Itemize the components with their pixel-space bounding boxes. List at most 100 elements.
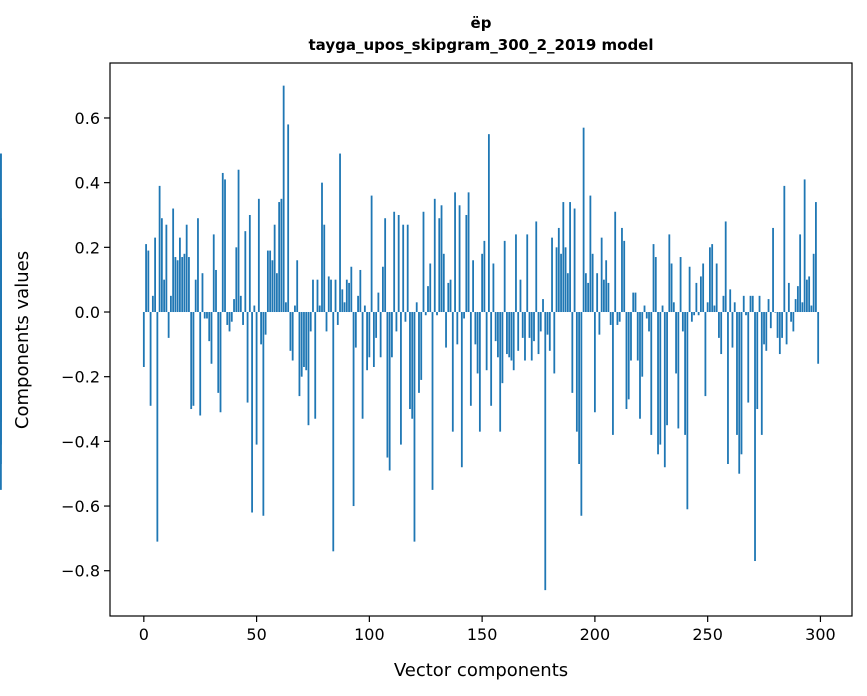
x-tick-label: 0 xyxy=(139,625,149,644)
bar-63 xyxy=(285,302,287,313)
bar-62 xyxy=(282,85,285,313)
x-tick-label: 300 xyxy=(805,625,836,644)
bar-110 xyxy=(391,312,393,358)
bar-192 xyxy=(575,312,578,432)
bar-68 xyxy=(296,260,299,313)
bar-18 xyxy=(183,253,186,313)
bar-223 xyxy=(645,312,648,319)
bar-282 xyxy=(778,312,781,355)
bar-199 xyxy=(591,253,594,313)
bar-298 xyxy=(815,202,817,313)
bar-291 xyxy=(799,234,802,313)
bar-267 xyxy=(745,312,747,316)
bar-72 xyxy=(305,312,308,371)
bar-79 xyxy=(321,182,323,313)
bar-105 xyxy=(379,312,382,358)
bar-111 xyxy=(393,211,396,313)
bar-38 xyxy=(228,312,231,332)
bar-253 xyxy=(713,305,716,313)
bar-50 xyxy=(255,312,258,445)
bar-274 xyxy=(760,312,763,435)
y-tick-label: 0.2 xyxy=(75,238,100,257)
bar-134 xyxy=(445,312,447,348)
bar-206 xyxy=(607,282,610,313)
bar-272 xyxy=(756,312,759,410)
bar-94 xyxy=(354,312,357,348)
bar-238 xyxy=(679,257,682,313)
bar-273 xyxy=(758,295,761,313)
bar-183 xyxy=(555,247,558,313)
bar-245 xyxy=(695,282,698,313)
bar-247 xyxy=(699,276,702,313)
bar-287 xyxy=(790,312,792,322)
bar-202 xyxy=(598,312,601,335)
bar-46 xyxy=(246,312,249,403)
bar-101 xyxy=(370,195,373,313)
bar-5 xyxy=(154,237,156,313)
bar-69 xyxy=(298,312,301,397)
bar-135 xyxy=(447,282,450,313)
bar-139 xyxy=(456,312,459,345)
bar-66 xyxy=(291,312,294,361)
bar-172 xyxy=(530,312,533,361)
bar-191 xyxy=(573,208,576,313)
bar-60 xyxy=(278,202,281,313)
bar-99 xyxy=(366,312,368,371)
bar-165 xyxy=(515,234,517,313)
bar-188 xyxy=(566,273,569,313)
bar-64 xyxy=(287,124,290,313)
bar-22 xyxy=(192,312,195,406)
bar-144 xyxy=(467,192,470,313)
bar-19 xyxy=(185,224,188,313)
bar-77 xyxy=(316,279,319,313)
bar-210 xyxy=(616,312,619,325)
bar-83 xyxy=(330,279,332,313)
bar-280 xyxy=(774,312,777,313)
bar-232 xyxy=(666,312,668,426)
x-axis-label: Vector components xyxy=(394,660,568,681)
bar-153 xyxy=(487,134,490,313)
bar-11 xyxy=(167,312,170,338)
bar-186 xyxy=(562,202,565,313)
bar-104 xyxy=(377,292,380,313)
bar-42 xyxy=(237,169,240,313)
bar-45 xyxy=(244,231,247,313)
bar-145 xyxy=(469,312,472,406)
bar-294 xyxy=(805,279,808,313)
bar-107 xyxy=(384,218,387,313)
bar-120 xyxy=(413,312,416,542)
bar-241 xyxy=(686,312,689,510)
bar-266 xyxy=(742,295,745,313)
bar-89 xyxy=(343,302,346,313)
bar-series xyxy=(0,85,820,591)
bar-146 xyxy=(472,260,474,313)
bar-190 xyxy=(571,312,574,393)
bar-296 xyxy=(810,305,813,313)
bar-260 xyxy=(729,289,732,313)
bar-217 xyxy=(632,292,635,313)
bar-74 xyxy=(309,312,312,332)
bar-290 xyxy=(796,286,799,313)
bar-85 xyxy=(334,279,337,313)
bar-212 xyxy=(621,227,623,313)
bar-76 xyxy=(314,312,317,419)
bar-243 xyxy=(690,312,693,322)
bar-286 xyxy=(787,282,790,313)
bar-235 xyxy=(672,302,675,313)
bar-169 xyxy=(524,312,526,361)
bar-116 xyxy=(404,312,407,322)
bar-216 xyxy=(630,312,632,361)
bar-57 xyxy=(271,260,274,313)
bar-167 xyxy=(519,279,522,313)
bar-227 xyxy=(654,257,657,313)
bar-130 xyxy=(436,312,438,316)
bar-219 xyxy=(636,312,639,361)
bar-131 xyxy=(438,218,441,313)
bar-259 xyxy=(727,312,729,464)
bar-108 xyxy=(386,312,389,458)
y-axis-ticks: −0.8 −0.6 −0.4 −0.2 0.0 0.2 0.4 0.6 xyxy=(61,109,110,581)
bar-137 xyxy=(451,312,454,432)
bar-197 xyxy=(587,282,590,313)
bar-270 xyxy=(751,295,754,313)
bar-285 xyxy=(785,312,788,345)
